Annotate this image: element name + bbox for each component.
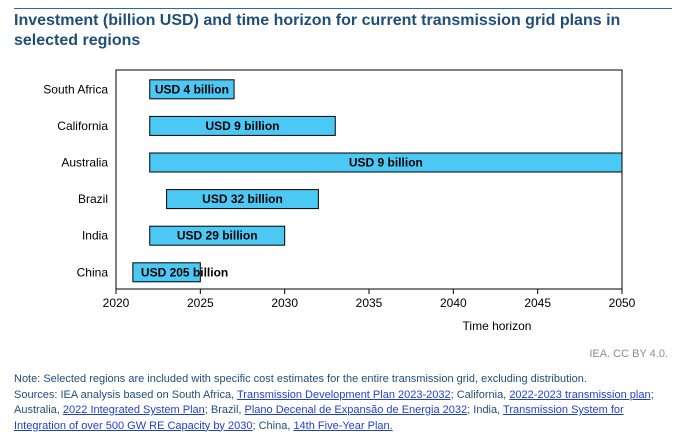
- sources-prefix: Sources: IEA analysis based on South Afr…: [14, 388, 237, 401]
- bar: [149, 152, 623, 173]
- x-tick-label: 2035: [356, 296, 383, 310]
- sources-text: Sources: IEA analysis based on South Afr…: [14, 388, 674, 435]
- plot-frame: [115, 69, 623, 290]
- x-tick-label: 2040: [440, 296, 467, 310]
- source-separator: ; India,: [467, 404, 504, 416]
- category-label: China: [77, 265, 109, 279]
- note-text: Note: Selected regions are included with…: [14, 373, 587, 385]
- source-separator: ; Brazil,: [204, 404, 245, 416]
- bar: [149, 79, 235, 100]
- category-label: Brazil: [78, 192, 108, 206]
- data-label: USD 32 billion: [202, 192, 283, 206]
- source-link-australia[interactable]: 2022 Integrated System Plan: [62, 404, 205, 416]
- x-axis-label: Time horizon: [463, 319, 532, 333]
- data-label: USD 9 billion: [205, 119, 279, 133]
- bar: [149, 225, 286, 246]
- source-link-china[interactable]: 14th Five-Year Plan.: [293, 419, 393, 432]
- category-label: Australia: [61, 156, 108, 170]
- source-separator: ; California,: [450, 388, 510, 401]
- source-separator: ; China,: [252, 419, 294, 432]
- source-link-brazil[interactable]: Plano Decenal de Expansão de Energia 203…: [244, 404, 468, 416]
- source-link-california[interactable]: 2022-2023 transmission plan: [509, 388, 651, 401]
- data-label: USD 9 billion: [349, 156, 423, 170]
- data-label: USD 29 billion: [177, 229, 258, 243]
- chart: 2020 2025 2030 2035 2040 2045 2050 Time horizon…: [43, 69, 636, 333]
- bar: [166, 189, 319, 210]
- source-link-india[interactable]: Transmission System for Integration of o…: [14, 404, 624, 432]
- data-label: USD 205 billion: [141, 265, 228, 279]
- x-tick-label: 2050: [609, 296, 636, 310]
- x-tick-label: 2045: [524, 296, 551, 310]
- source-link-south-africa[interactable]: Transmission Development Plan 2023-2032: [237, 388, 451, 401]
- bar: [149, 115, 336, 136]
- category-label: South Africa: [43, 82, 108, 96]
- data-label: USD 4 billion: [155, 82, 229, 96]
- x-tick-label: 2030: [271, 296, 298, 310]
- category-label: India: [82, 229, 108, 243]
- credit-text: IEA. CC BY 4.0.: [589, 348, 668, 360]
- source-separator: ; Australia,: [14, 388, 654, 417]
- bar: [132, 262, 201, 283]
- chart-title: Investment (billion USD) and time horizo…: [14, 12, 621, 49]
- x-tick-label: 2025: [187, 296, 214, 310]
- x-tick-label: 2020: [103, 296, 130, 310]
- title-rule: [14, 8, 672, 9]
- notes-block: Note: Selected regions are included with…: [14, 372, 674, 434]
- category-label: California: [57, 119, 108, 133]
